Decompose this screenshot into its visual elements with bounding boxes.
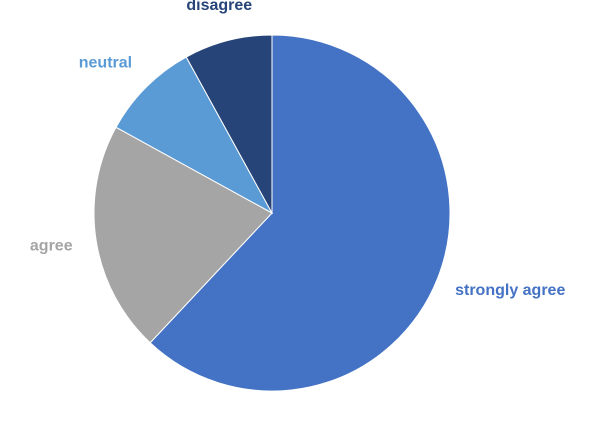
pie-label-neutral: neutral — [79, 54, 132, 71]
pie-slice-agree — [93, 126, 273, 344]
pie-label-disagree: disagree — [186, 0, 252, 14]
pie-slices — [93, 34, 451, 392]
pie-label-agree: agree — [30, 237, 73, 254]
pie-slice-disagree — [185, 34, 273, 214]
pie-labels: strongly agree agree neutral disagree — [30, 0, 566, 299]
pie-slice-neutral — [115, 56, 274, 215]
pie-slice-strongly-agree — [149, 34, 451, 392]
pie-label-strongly-agree: strongly agree — [455, 282, 565, 299]
